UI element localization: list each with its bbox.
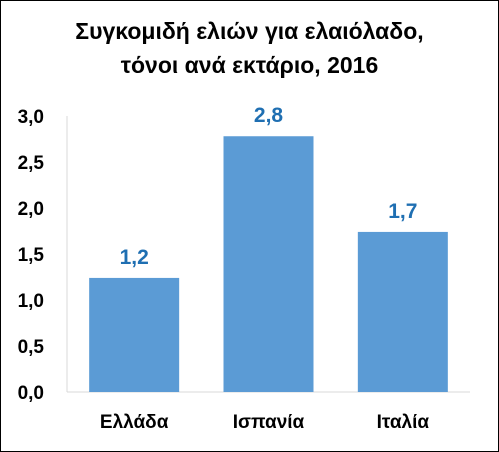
x-category-label: Ελλάδα <box>100 412 169 433</box>
data-label: 2,8 <box>254 104 284 127</box>
bar <box>357 231 448 392</box>
y-tick-label: 2,5 <box>18 153 45 174</box>
y-tick-label: 3,0 <box>18 107 44 128</box>
data-label: 1,7 <box>388 200 417 223</box>
data-label: 1,2 <box>120 246 149 269</box>
bar <box>223 136 314 392</box>
chart-title-line-2: τόνοι ανά εκτάριο, 2016 <box>120 52 379 78</box>
y-tick-label: 1,5 <box>18 245 45 266</box>
y-tick-label: 0,0 <box>18 383 44 404</box>
chart-title-line-1: Συγκομιδή ελιών για ελαιόλαδο, <box>75 18 424 44</box>
bar <box>89 277 180 392</box>
y-tick-label: 0,5 <box>18 337 45 358</box>
x-category-label: Ιταλία <box>377 412 430 433</box>
x-category-label: Ισπανία <box>233 412 305 433</box>
y-tick-label: 2,0 <box>18 199 44 220</box>
chart-title: Συγκομιδή ελιών για ελαιόλαδο, τόνοι ανά… <box>0 14 499 82</box>
y-tick-label: 1,0 <box>18 291 44 312</box>
